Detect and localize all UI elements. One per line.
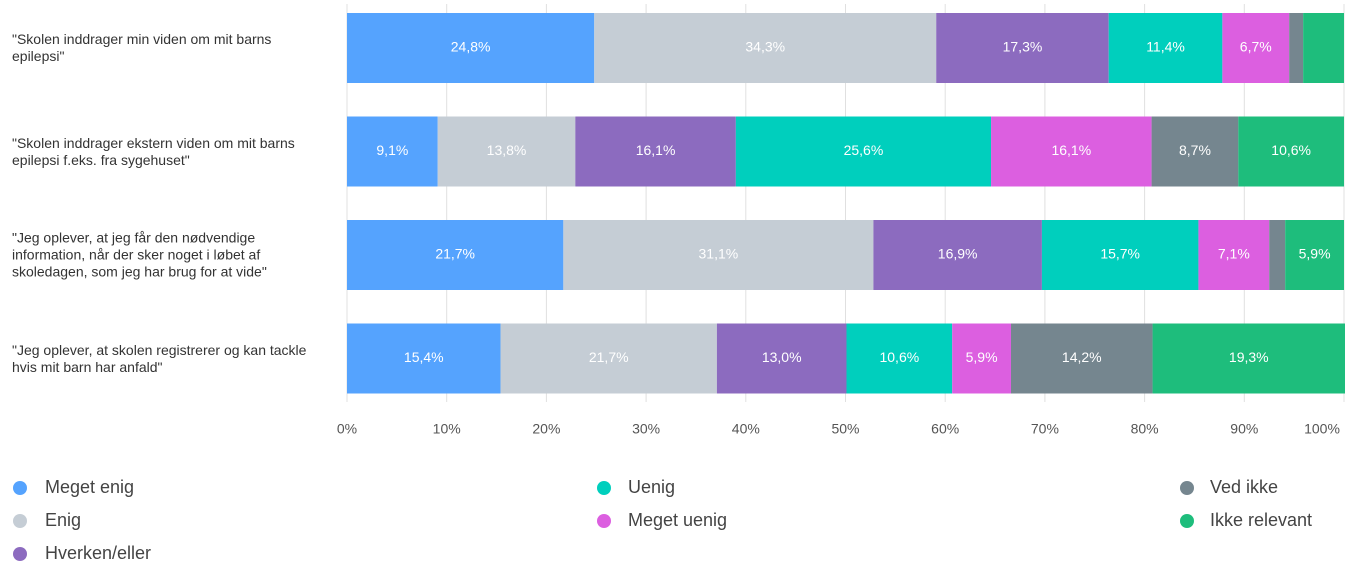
bar-segment [846, 323, 953, 394]
data-label: 16,1% [636, 142, 676, 158]
data-label: 5,9% [966, 349, 998, 365]
bar-segment [594, 13, 937, 83]
bar-segment [563, 220, 874, 290]
x-tick-label: 40% [732, 421, 760, 437]
bar-segment [1152, 323, 1345, 394]
bar-segment [1198, 220, 1270, 290]
data-label: 13,8% [487, 142, 527, 158]
bar-segment [500, 323, 717, 394]
data-label: 31,1% [699, 246, 739, 262]
bar-segment [1108, 13, 1223, 83]
bar-segment [437, 116, 576, 187]
category-label: "Skolen inddrager ekstern viden om mit b… [12, 134, 295, 168]
legend-label: Ved ikke [1210, 477, 1278, 497]
bar-segment [347, 13, 595, 83]
legend-marker [597, 481, 611, 495]
data-label: 13,0% [762, 349, 802, 365]
data-label: 10,6% [1271, 142, 1311, 158]
data-label: 19,3% [1229, 349, 1269, 365]
data-label: 11,4% [1146, 39, 1185, 55]
data-label: 9,1% [376, 142, 408, 158]
legend-label: Uenig [628, 477, 675, 497]
x-tick-label: 60% [931, 421, 959, 437]
data-label: 15,7% [1100, 246, 1140, 262]
bar-segment [952, 323, 1012, 394]
bar-segment [1041, 220, 1199, 290]
x-tick-label: 0% [337, 421, 357, 437]
bar-segment [1285, 220, 1344, 290]
bar-segment [1011, 323, 1153, 394]
legend-marker [13, 547, 27, 561]
legend-label: Ikke relevant [1210, 510, 1312, 530]
legend-marker [13, 481, 27, 495]
bar-segment [936, 13, 1109, 83]
data-label: 34,3% [745, 39, 785, 55]
bar-segment [347, 220, 564, 290]
data-label: 6,7% [1240, 39, 1272, 55]
legend-label: Enig [45, 510, 81, 530]
data-label: 15,4% [404, 349, 444, 365]
bar-segment [991, 116, 1152, 187]
bar-segment [1222, 13, 1290, 83]
data-label: 21,7% [589, 349, 629, 365]
data-label: 7,1% [1218, 246, 1250, 262]
legend-marker [1180, 481, 1194, 495]
bar-segment [575, 116, 736, 187]
bar-segment [1151, 116, 1239, 187]
bar-segment [873, 220, 1042, 290]
bar-segment [347, 116, 438, 187]
x-tick-label: 10% [433, 421, 461, 437]
data-label: 8,7% [1179, 142, 1211, 158]
legend-label: Hverken/eller [45, 543, 151, 563]
category-label: "Jeg oplever, at jeg får den nødvendige … [12, 229, 267, 280]
x-tick-label: 100% [1304, 421, 1340, 437]
category-label: "Jeg oplever, at skolen registrerer og k… [12, 341, 307, 375]
x-tick-label: 30% [632, 421, 660, 437]
data-label: 5,9% [1299, 246, 1331, 262]
legend-marker [13, 514, 27, 528]
data-label: 21,7% [435, 246, 475, 262]
x-tick-label: 70% [1031, 421, 1059, 437]
x-tick-label: 90% [1230, 421, 1258, 437]
x-tick-label: 20% [532, 421, 560, 437]
bar-segment [735, 116, 992, 187]
x-tick-label: 80% [1131, 421, 1159, 437]
bar-segment [347, 323, 501, 394]
data-label: 25,6% [844, 142, 884, 158]
data-label: 24,8% [451, 39, 491, 55]
data-label: 17,3% [1003, 39, 1043, 55]
legend-marker [1180, 514, 1194, 528]
legend-marker [597, 514, 611, 528]
legend-label: Meget enig [45, 477, 134, 497]
bar-segment [1238, 116, 1344, 187]
bar-segment [1289, 13, 1304, 83]
bar-segment [1269, 220, 1286, 290]
data-label: 14,2% [1062, 349, 1102, 365]
bar-segment [1303, 13, 1344, 83]
legend-label: Meget uenig [628, 510, 727, 530]
bar-segment [716, 323, 847, 394]
category-label: "Skolen inddrager min viden om mit barns… [12, 31, 272, 64]
data-label: 16,9% [938, 246, 978, 262]
data-label: 10,6% [879, 349, 919, 365]
data-label: 16,1% [1051, 142, 1091, 158]
x-tick-label: 50% [831, 421, 859, 437]
